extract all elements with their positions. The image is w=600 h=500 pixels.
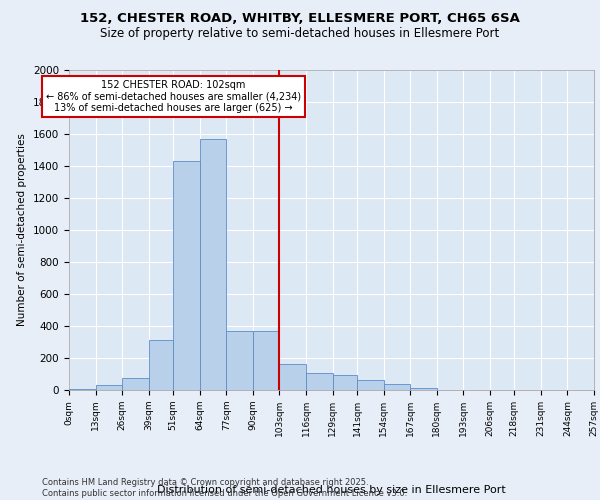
Bar: [122, 378, 149, 390]
Bar: [332, 375, 357, 390]
Bar: [226, 331, 253, 390]
Text: Size of property relative to semi-detached houses in Ellesmere Port: Size of property relative to semi-detach…: [100, 28, 500, 40]
Bar: [280, 364, 306, 390]
Bar: [357, 380, 383, 390]
Y-axis label: Number of semi-detached properties: Number of semi-detached properties: [17, 134, 28, 326]
Bar: [95, 385, 122, 390]
Bar: [69, 389, 95, 390]
Text: 152 CHESTER ROAD: 102sqm
← 86% of semi-detached houses are smaller (4,234)
13% o: 152 CHESTER ROAD: 102sqm ← 86% of semi-d…: [46, 80, 301, 113]
Bar: [173, 161, 200, 390]
Text: 152, CHESTER ROAD, WHITBY, ELLESMERE PORT, CH65 6SA: 152, CHESTER ROAD, WHITBY, ELLESMERE POR…: [80, 12, 520, 26]
Bar: [306, 373, 332, 390]
Bar: [253, 331, 280, 390]
Bar: [383, 384, 410, 390]
X-axis label: Distribution of semi-detached houses by size in Ellesmere Port: Distribution of semi-detached houses by …: [157, 484, 506, 494]
Bar: [200, 139, 226, 390]
Text: Contains HM Land Registry data © Crown copyright and database right 2025.
Contai: Contains HM Land Registry data © Crown c…: [42, 478, 407, 498]
Bar: [149, 340, 173, 390]
Bar: [410, 388, 437, 390]
